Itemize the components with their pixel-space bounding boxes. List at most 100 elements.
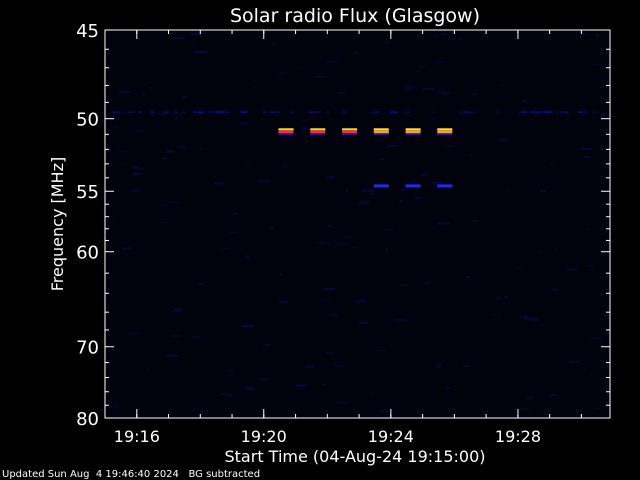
noise-speck [145, 368, 150, 371]
y-tick-label: 45 [76, 21, 99, 42]
burst-mark [373, 184, 389, 188]
noise-speck [550, 163, 556, 166]
y-tick-label: 70 [76, 338, 99, 359]
noise-speck [399, 200, 404, 203]
noise-speck [295, 384, 306, 387]
band-speck [269, 111, 275, 114]
noise-speck [321, 299, 332, 302]
noise-speck [206, 233, 213, 236]
plot-area [105, 30, 610, 418]
noise-speck [399, 284, 408, 287]
noise-speck [227, 394, 233, 397]
band-speck [458, 111, 464, 114]
noise-speck [328, 241, 332, 244]
noise-speck [436, 364, 442, 367]
noise-speck [142, 93, 147, 96]
noise-speck [432, 181, 443, 184]
x-tick-label: 19:28 [495, 427, 541, 446]
noise-speck [379, 410, 389, 413]
noise-speck [530, 318, 539, 321]
noise-speck [435, 61, 444, 64]
noise-speck [316, 75, 325, 78]
noise-speck [355, 300, 367, 303]
band-speck [219, 111, 225, 114]
noise-speck [332, 314, 339, 317]
noise-speck [191, 336, 201, 339]
noise-speck [585, 228, 590, 231]
noise-speck [166, 354, 178, 357]
noise-speck [214, 182, 225, 185]
noise-speck [244, 255, 250, 258]
noise-speck [580, 148, 593, 150]
noise-speck [595, 34, 600, 36]
burst-mark-edge [342, 133, 358, 136]
burst-mark-core [405, 128, 421, 131]
noise-speck [192, 408, 200, 411]
noise-speck [116, 150, 126, 153]
noise-speck [424, 282, 430, 285]
y-tick-label: 60 [76, 243, 99, 264]
noise-speck [191, 46, 195, 49]
noise-speck [244, 387, 254, 390]
burst-mark-edge [278, 133, 294, 136]
noise-speck [416, 70, 421, 72]
band-speck [208, 111, 216, 114]
noise-speck [272, 42, 276, 45]
burst-mark-edge [405, 133, 421, 136]
band-speck [138, 111, 141, 114]
burst-mark [373, 130, 389, 134]
noise-speck [499, 138, 509, 141]
band-speck [173, 111, 177, 114]
band-speck [274, 111, 280, 114]
noise-speck [513, 266, 522, 269]
noise-speck [158, 205, 170, 208]
noise-speck [569, 360, 580, 363]
band-speck [112, 111, 118, 114]
burst-mark [437, 184, 453, 188]
band-speck [128, 111, 134, 114]
noise-speck [132, 166, 139, 169]
noise-speck [442, 92, 451, 95]
band-speck [289, 111, 294, 114]
noise-speck [244, 166, 251, 169]
noise-speck [414, 196, 422, 199]
noise-speck [113, 125, 118, 128]
noise-speck [592, 63, 604, 66]
band-speck [522, 111, 526, 114]
band-speck [519, 111, 526, 114]
noise-speck [370, 392, 375, 395]
noise-speck [401, 188, 407, 191]
noise-speck [198, 283, 205, 286]
noise-speck [440, 33, 446, 36]
noise-speck [241, 324, 254, 327]
noise-speck [331, 362, 339, 364]
noise-speck [462, 365, 470, 368]
noise-speck [422, 87, 435, 90]
noise-speck [380, 158, 385, 161]
noise-speck [492, 313, 503, 316]
noise-speck [387, 144, 399, 147]
burst-mark [405, 184, 421, 188]
noise-speck [551, 288, 559, 291]
noise-speck [507, 189, 512, 192]
noise-speck [233, 213, 238, 216]
band-speck [591, 111, 599, 114]
noise-speck [128, 332, 142, 335]
noise-speck [296, 66, 305, 69]
y-axis: 45 50 55 60 70 80 [76, 21, 610, 430]
band-speck [432, 111, 435, 114]
burst-mark [310, 130, 326, 134]
band-speck [192, 111, 198, 114]
noise-speck [375, 349, 387, 352]
burst-mark [278, 130, 294, 134]
noise-speck [107, 218, 115, 221]
noise-speck [170, 310, 182, 313]
band-speck [560, 111, 564, 114]
updated-timestamp: Updated Sun Aug 4 19:46:40 2024 [2, 469, 179, 480]
x-tick-label: 19:24 [368, 427, 414, 446]
noise-speck [326, 60, 340, 63]
footer: Updated Sun Aug 4 19:46:40 2024 BG subtr… [2, 469, 260, 480]
band-speck [556, 111, 559, 114]
noise-speck [464, 276, 471, 279]
noise-speck [523, 317, 534, 320]
